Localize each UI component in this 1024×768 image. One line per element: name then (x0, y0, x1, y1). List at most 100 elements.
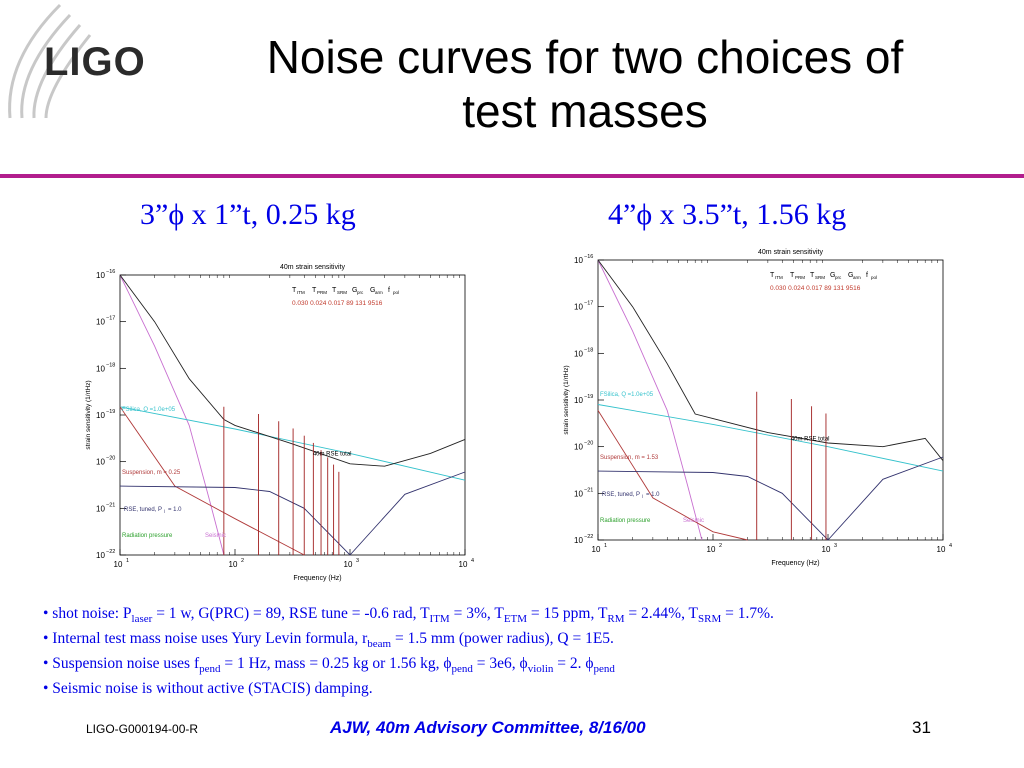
param-header: G (352, 287, 357, 294)
title-divider (0, 174, 1024, 178)
seismic-label: Seismic (205, 533, 226, 539)
subscript-text: pend (451, 663, 473, 676)
footer-citation: AJW, 40m Advisory Committee, 8/16/00 (330, 718, 646, 737)
suspension-label: Suspension, m = 1.53 (600, 455, 659, 461)
note-text: • Internal test mass noise uses Yury Lev… (43, 630, 368, 648)
subscript-text: RM (607, 613, 625, 626)
note-text: • shot noise: P (43, 605, 132, 622)
y-tick-exponent: −16 (584, 254, 593, 260)
radiation-label: Radiation pressure (600, 518, 651, 524)
title-line-1: Noise curves for two choices of (266, 31, 904, 83)
rse-tuned-subscript: l (642, 494, 643, 499)
document-id: LIGO-G000194-00-R (86, 722, 199, 736)
x-tick-label: 10 (459, 560, 468, 569)
page-number: 31 (912, 718, 931, 737)
param-subscript: prc (835, 275, 842, 280)
chart-title: 40m strain sensitivity (758, 249, 823, 256)
y-tick-exponent: −17 (106, 316, 115, 322)
x-tick-label: 10 (229, 560, 238, 569)
param-values: 0.030 0.024 0.017 89 131 9516 (292, 300, 383, 307)
fsilica-curve (119, 406, 466, 481)
subscript-text: SRM (698, 613, 722, 626)
rse-tuned-value: = 1.0 (168, 507, 182, 513)
note-item: • Internal test mass noise uses Yury Lev… (43, 629, 774, 654)
total-label: 40m RSE total (791, 437, 830, 443)
y-tick-exponent: −18 (106, 362, 115, 368)
note-item: • shot noise: Plaser = 1 w, G(PRC) = 89,… (43, 604, 774, 629)
x-tick-label: 10 (822, 545, 831, 554)
subscript-text: ETM (503, 613, 528, 626)
logo-arcs-icon (8, 3, 92, 119)
fsilica-curve (597, 404, 944, 472)
seismic-label: Seismic (683, 518, 704, 524)
y-axis-label: strain sensitivity (1/rtHz) (563, 365, 570, 434)
param-values: 0.030 0.024 0.017 89 131 9516 (770, 285, 861, 292)
x-axis-label: Frequency (Hz) (293, 575, 341, 582)
x-tick-label: 10 (937, 545, 946, 554)
param-header: G (848, 272, 853, 279)
y-tick-label: 10 (96, 411, 105, 420)
total-label: 40m RSE total (313, 452, 352, 458)
x-tick-exponent: 3 (834, 543, 837, 549)
seismic-curve (119, 274, 225, 556)
x-tick-label: 10 (592, 545, 601, 554)
rse-tuned-label: RSE, tuned, P (602, 492, 640, 498)
suspension-curve (597, 410, 748, 541)
param-header: T (790, 272, 795, 279)
y-tick-label: 10 (574, 489, 583, 498)
y-tick-label: 10 (574, 349, 583, 358)
note-text: = 1.5 mm (power radius), Q = 1E5. (391, 630, 614, 648)
note-text: = 1 w, G(PRC) = 89, RSE tune = -0.6 rad,… (152, 605, 430, 622)
y-tick-exponent: −22 (584, 534, 593, 540)
y-axis-label: strain sensitivity (1/rtHz) (85, 380, 92, 449)
x-tick-exponent: 2 (719, 543, 722, 549)
rse-tuned-curve (119, 471, 466, 556)
fsilica-label: FSilica, Q =1.0e+05 (122, 407, 176, 413)
suspension-label: Suspension, m = 0.25 (122, 470, 181, 476)
param-subscript: prc (357, 290, 364, 295)
subscript-text: pend (593, 663, 615, 676)
y-tick-exponent: −20 (584, 441, 593, 447)
rse-tuned-subscript: l (164, 509, 165, 514)
y-tick-exponent: −19 (584, 394, 593, 400)
x-tick-label: 10 (344, 560, 353, 569)
y-tick-label: 10 (96, 504, 105, 513)
param-header: f (388, 287, 390, 294)
rse-tuned-label: RSE, tuned, P (124, 507, 162, 513)
notes-list: • shot noise: Plaser = 1 w, G(PRC) = 89,… (43, 604, 774, 699)
y-tick-exponent: −20 (106, 456, 115, 462)
x-tick-exponent: 4 (949, 543, 952, 549)
subscript-text: ITM (429, 613, 450, 626)
y-tick-exponent: −19 (106, 409, 115, 415)
total-curve (119, 274, 466, 467)
note-text: • Seismic noise is without active (STACI… (43, 680, 373, 698)
param-header: T (770, 272, 775, 279)
x-tick-label: 10 (114, 560, 123, 569)
note-item: • Seismic noise is without active (STACI… (43, 679, 774, 699)
param-header: T (312, 287, 317, 294)
param-header: T (292, 287, 297, 294)
y-tick-exponent: −18 (584, 347, 593, 353)
y-tick-exponent: −21 (106, 502, 115, 508)
y-tick-exponent: −17 (584, 301, 593, 307)
note-item: • Suspension noise uses fpend = 1 Hz, ma… (43, 654, 774, 679)
y-tick-label: 10 (574, 396, 583, 405)
x-axis-label: Frequency (Hz) (771, 560, 819, 567)
param-subscript: PRM (317, 290, 327, 295)
note-text: = 1.7%. (721, 605, 774, 622)
chart-title: 40m strain sensitivity (280, 264, 345, 271)
note-text: = 1 Hz, mass = 0.25 kg or 1.56 kg, ϕ (220, 655, 452, 673)
y-tick-label: 10 (574, 536, 583, 545)
radiation-label: Radiation pressure (122, 533, 173, 539)
subscript-text: beam (367, 638, 392, 651)
y-tick-label: 10 (96, 551, 105, 560)
param-subscript: arm (853, 275, 861, 280)
param-header: G (830, 272, 835, 279)
x-tick-exponent: 3 (356, 558, 359, 564)
seismic-curve (597, 259, 703, 541)
note-text: = 3%, T (449, 605, 504, 622)
param-header: f (866, 272, 868, 279)
param-subscript: SRM (815, 275, 825, 280)
note-text: = 2. ϕ (553, 655, 594, 673)
